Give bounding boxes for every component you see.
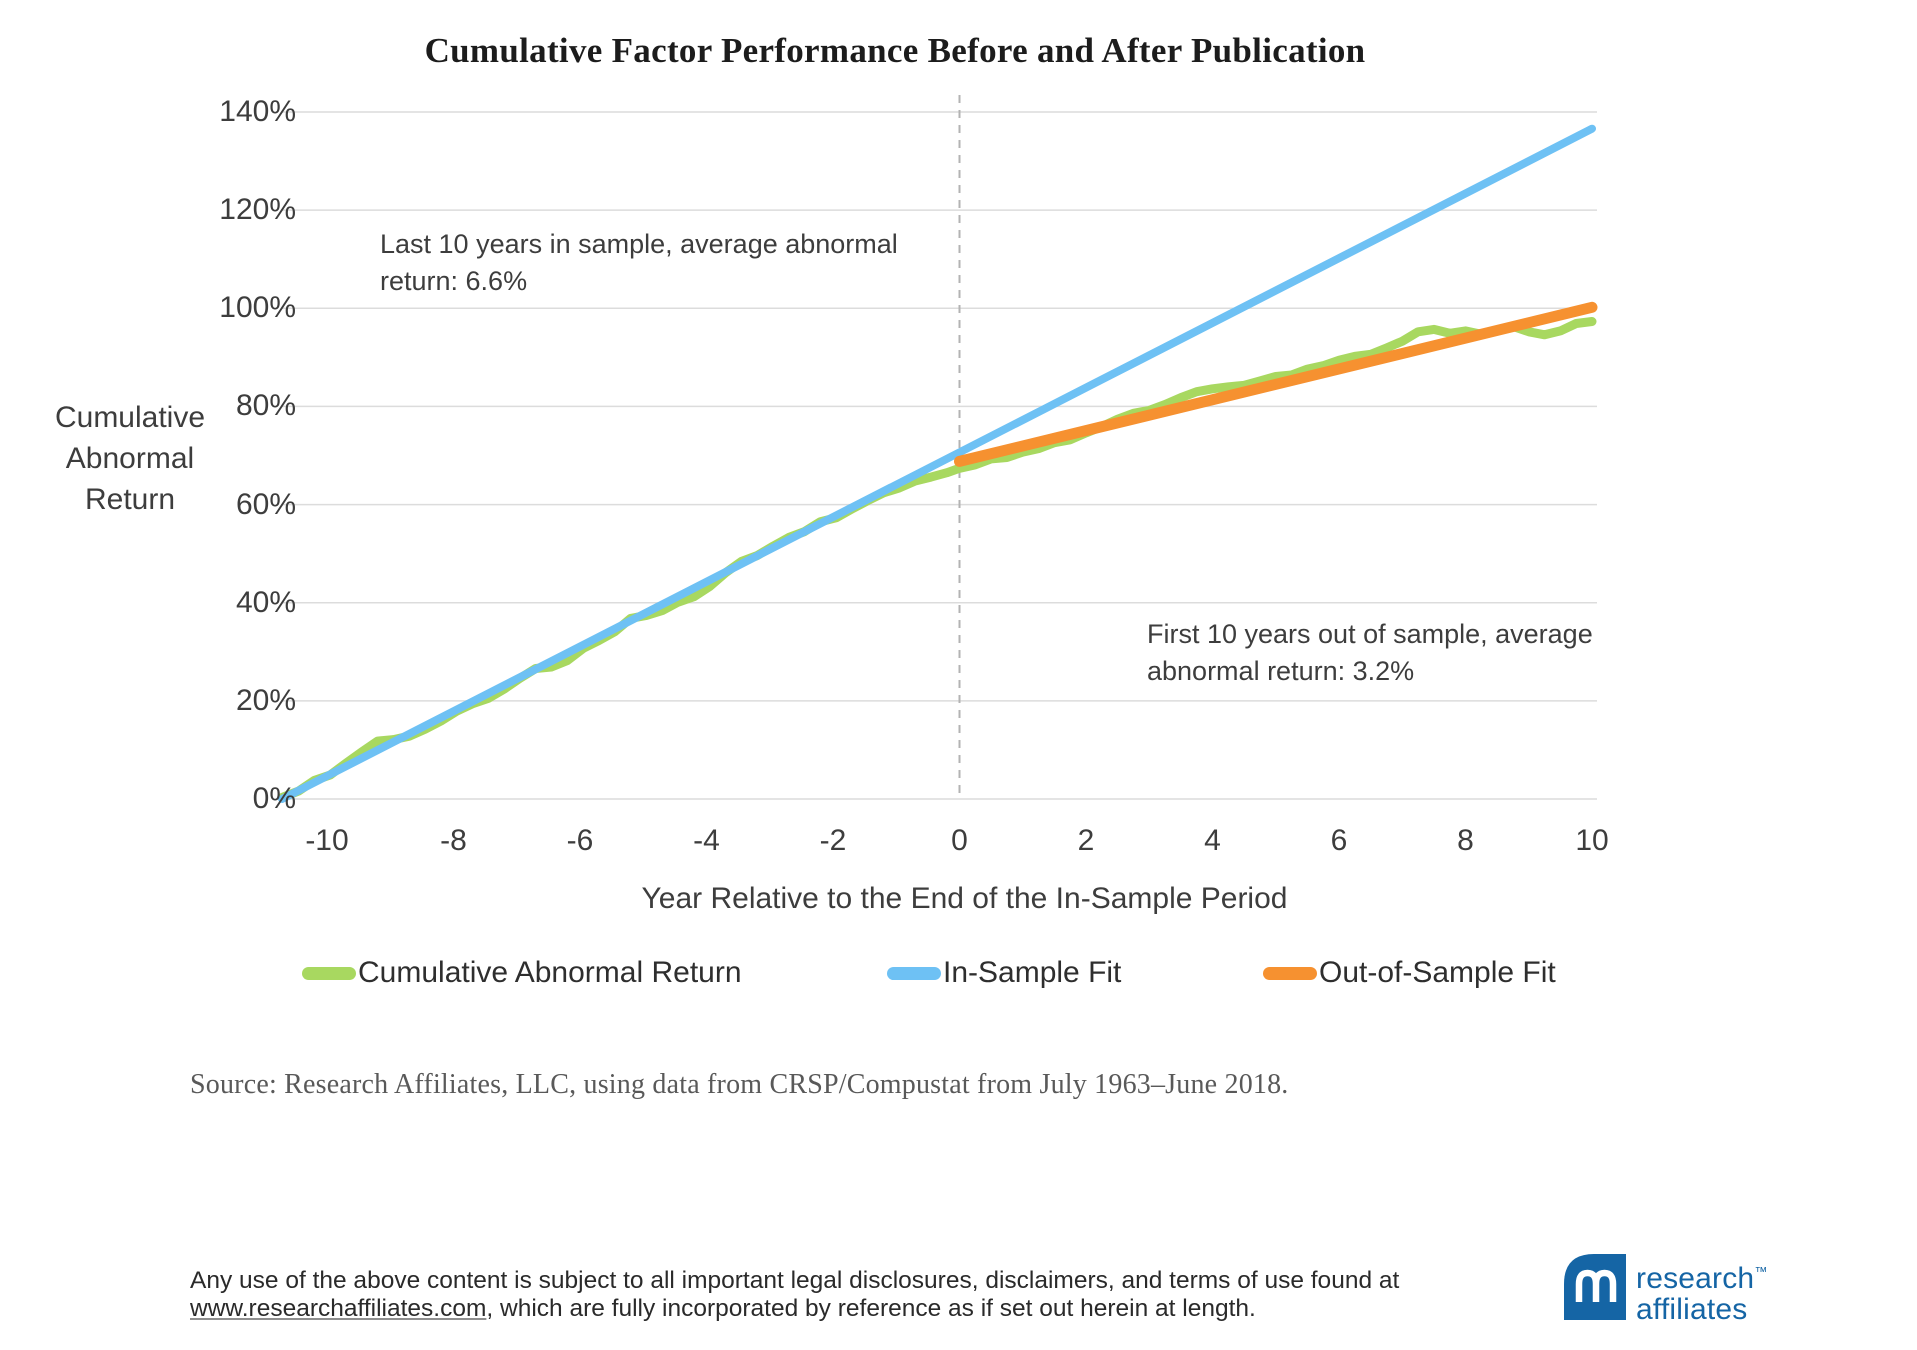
disclaimer-line: www.researchaffiliates.com, which are fu… <box>190 1295 1399 1323</box>
legend-swatch-green-icon <box>302 966 356 980</box>
annotation-line: First 10 years out of sample, average <box>1147 619 1593 649</box>
annotation-in-sample: Last 10 years in sample, average abnorma… <box>380 226 898 300</box>
logo-word-affiliates: affiliates <box>1636 1293 1748 1326</box>
x-tick-label: -4 <box>693 824 720 857</box>
x-tick-label: -10 <box>305 824 349 857</box>
x-tick-label: -6 <box>566 824 594 857</box>
x-tick-label: 0 <box>951 824 968 857</box>
x-tick-label: 6 <box>1330 824 1348 857</box>
series-line-cumulative-abnormal-return <box>277 317 1597 802</box>
y-axis-title-line: Return <box>84 483 176 516</box>
disclaimer-line2-rest: , which are fully incorporated by refere… <box>486 1294 1256 1322</box>
chart-title: Cumulative Factor Performance Before and… <box>424 31 1366 70</box>
legend-swatch-blue-icon <box>887 966 941 980</box>
x-tick-label: 4 <box>1204 824 1221 857</box>
y-tick-label: 20% <box>235 683 296 717</box>
disclaimer-line: Any use of the above content is subject … <box>190 1267 1399 1295</box>
logo-wordmark: research™ affiliates <box>1636 1256 1767 1325</box>
legend-label: Cumulative Abnormal Return <box>358 956 742 989</box>
x-tick-label: 2 <box>1077 824 1095 857</box>
legend-item-cumulative-abnormal-return: Cumulative Abnormal Return <box>302 956 742 990</box>
y-axis-title-line: Abnormal <box>65 442 195 475</box>
y-tick-label: 80% <box>235 389 296 423</box>
annotation-out-of-sample: First 10 years out of sample, average ab… <box>1147 616 1593 690</box>
y-tick-label: 60% <box>235 487 296 521</box>
legend-item-out-of-sample-fit: Out-of-Sample Fit <box>1263 956 1556 990</box>
y-tick-label: 0% <box>252 782 296 815</box>
x-tick-label: 10 <box>1575 824 1609 857</box>
y-axis-title: Cumulative Abnormal Return <box>38 397 222 520</box>
y-tick-label: 40% <box>235 585 296 619</box>
research-affiliates-logo: research™ affiliates <box>1564 1254 1917 1334</box>
x-tick-label: -8 <box>440 824 467 857</box>
disclaimer-line1: Any use of the above content is subject … <box>190 1267 1400 1294</box>
legend-item-in-sample-fit: In-Sample Fit <box>887 956 1121 990</box>
trademark-symbol: ™ <box>1754 1264 1768 1279</box>
disclaimer-link[interactable]: www.researchaffiliates.com <box>190 1294 487 1322</box>
legend-label: Out-of-Sample Fit <box>1319 956 1556 989</box>
y-tick-label: 120% <box>219 193 296 227</box>
series-line-out-of-sample-fit <box>954 301 1598 467</box>
legend-label: In-Sample Fit <box>943 956 1122 989</box>
legend-swatch-orange-icon <box>1263 966 1317 980</box>
research-affiliates-logo-icon <box>1564 1254 1626 1320</box>
y-axis-title-line: Cumulative <box>54 401 206 434</box>
disclaimer-text: Any use of the above content is subject … <box>190 1267 1399 1322</box>
x-tick-label: 8 <box>1457 824 1474 857</box>
logo-word-research: research <box>1636 1262 1755 1295</box>
x-axis-title: Year Relative to the End of the In-Sampl… <box>641 882 1288 915</box>
annotation-line: Last 10 years in sample, average abnorma… <box>380 229 898 259</box>
annotation-line: return: 6.6% <box>380 266 528 296</box>
source-text: Source: Research Affiliates, LLC, using … <box>190 1069 1289 1100</box>
x-tick-label: -2 <box>819 824 847 857</box>
annotation-line: abnormal return: 3.2% <box>1147 656 1415 686</box>
y-tick-label: 100% <box>219 291 296 325</box>
y-tick-label: 140% <box>219 95 296 128</box>
